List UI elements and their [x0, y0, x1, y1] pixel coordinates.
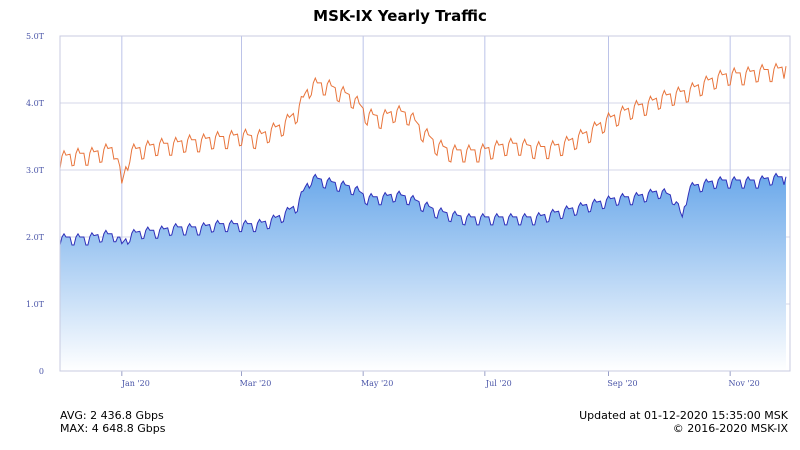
chart-title: MSK-IX Yearly Traffic: [313, 7, 487, 25]
y-tick-label: 4.0T: [26, 99, 45, 108]
stats-box: AVG: 2 436.8 Gbps MAX: 4 648.8 Gbps: [60, 409, 165, 435]
x-axis: Jan '20 Mar '20 May '20 Jul '20 Sep '20 Nov '…: [121, 379, 760, 388]
y-tick-label: 2.0T: [26, 233, 45, 242]
series-area-line: [59, 172, 787, 246]
x-tick-label: May '20: [361, 379, 393, 388]
x-tick-label: Jul '20: [485, 379, 512, 388]
avg-stat: AVG: 2 436.8 Gbps: [60, 409, 164, 422]
max-stat: MAX: 4 648.8 Gbps: [60, 422, 166, 435]
x-tick-label: Nov '20: [729, 379, 760, 388]
x-tick-label: Mar '20: [240, 379, 272, 388]
meta-box: Updated at 01-12-2020 15:35:00 MSK © 201…: [579, 409, 788, 435]
updated-text: Updated at 01-12-2020 15:35:00 MSK: [579, 409, 788, 422]
y-tick-label: 1.0T: [26, 300, 45, 309]
copyright-text: © 2016-2020 MSK-IX: [672, 422, 788, 435]
series-layer: [59, 62, 787, 371]
series-area-fill: [60, 173, 786, 371]
y-axis: 0 1.0T 2.0T 3.0T 4.0T 5.0T: [26, 32, 45, 376]
x-tick-label: Jan '20: [121, 379, 150, 388]
y-tick-label: 0: [39, 367, 44, 376]
series-line: [59, 62, 787, 184]
x-tick-label: Sep '20: [607, 379, 637, 388]
y-tick-label: 5.0T: [26, 32, 45, 41]
plot-frame: [59, 35, 791, 372]
y-tick-label: 3.0T: [26, 166, 45, 175]
